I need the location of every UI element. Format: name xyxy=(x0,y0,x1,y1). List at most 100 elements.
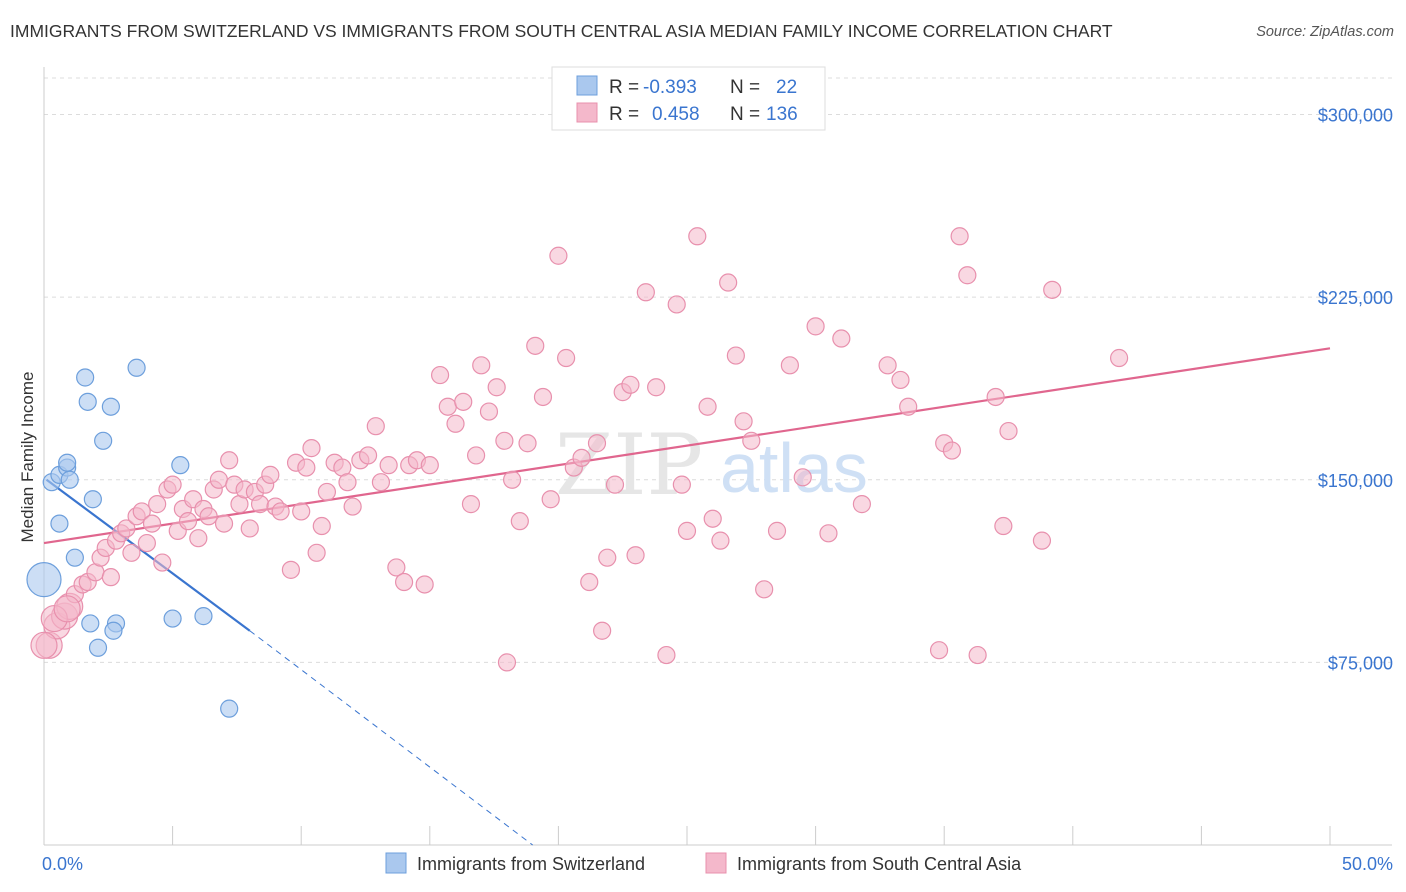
y-axis-label: Median Family Income xyxy=(18,371,37,542)
point-sca-96 xyxy=(647,378,666,397)
point-sca-113 xyxy=(806,317,825,336)
point-sca-88 xyxy=(587,434,607,453)
point-sca-72 xyxy=(466,446,486,465)
point-sca-71 xyxy=(461,495,481,514)
point-sca-67 xyxy=(430,365,450,385)
point-switzerland-15 xyxy=(81,614,100,633)
point-sca-124 xyxy=(958,266,977,285)
point-switzerland-9 xyxy=(83,490,102,509)
point-sca-55 xyxy=(343,497,362,516)
legend-n-label-blue: N = xyxy=(730,77,760,98)
point-sca-127 xyxy=(994,516,1013,536)
point-sca-46 xyxy=(292,502,311,521)
point-sca-77 xyxy=(503,470,522,489)
source-label: Source: ZipAtlas.com xyxy=(1256,24,1394,40)
point-sca-78 xyxy=(510,512,529,531)
point-sca-76 xyxy=(495,431,514,450)
point-sca-33 xyxy=(220,451,239,470)
point-sca-128 xyxy=(999,421,1018,441)
x-tick-labels: 0.0% 50.0% xyxy=(42,854,1393,874)
watermark-atlas: atlas xyxy=(720,429,868,507)
point-sca-83 xyxy=(549,246,568,265)
x-tick-label-end: 50.0% xyxy=(1342,854,1393,874)
point-sca-14 xyxy=(122,543,141,562)
point-sca-99 xyxy=(672,475,691,494)
point-sca-120 xyxy=(929,641,949,660)
legend-r-value-pink: 0.458 xyxy=(652,104,700,125)
legend-r-label-blue: R = xyxy=(609,77,639,98)
point-sca-32 xyxy=(214,514,234,533)
point-sca-58 xyxy=(366,417,385,436)
point-sca-57 xyxy=(358,446,378,465)
point-switzerland-14 xyxy=(26,561,62,598)
y-tick-label-75000: $75,000 xyxy=(1328,653,1393,673)
point-sca-39 xyxy=(250,495,270,514)
point-switzerland-18 xyxy=(88,638,108,657)
legend-bottom-swatch-pink xyxy=(705,852,727,874)
point-sca-84 xyxy=(557,348,576,368)
point-sca-95 xyxy=(636,283,655,302)
point-switzerland-7 xyxy=(76,368,95,387)
point-switzerland-11 xyxy=(101,397,120,416)
point-sca-20 xyxy=(153,553,172,572)
point-sca-65 xyxy=(415,575,434,594)
legend-swatch-blue xyxy=(576,75,598,96)
legend-bottom-swatch-blue xyxy=(385,852,407,874)
point-switzerland-10 xyxy=(94,431,113,450)
point-sca-118 xyxy=(891,370,910,390)
point-sca-49 xyxy=(307,543,326,562)
point-sca-79 xyxy=(518,434,537,453)
series-legend: Immigrants from Switzerland Immigrants f… xyxy=(385,852,1022,874)
point-sca-114 xyxy=(819,524,838,543)
point-sca-97 xyxy=(657,645,676,665)
point-sca-73 xyxy=(472,356,491,375)
trend-line-switzerland xyxy=(45,478,251,632)
point-switzerland-21 xyxy=(220,699,239,718)
point-sca-106 xyxy=(726,346,745,365)
point-sca-111 xyxy=(780,356,799,375)
y-tick-labels: $75,000 $150,000 $225,000 $300,000 xyxy=(1318,106,1393,674)
legend-r-value-blue: -0.393 xyxy=(643,77,697,98)
point-sca-81 xyxy=(533,387,553,407)
point-switzerland-17 xyxy=(104,621,123,640)
point-sca-13 xyxy=(117,519,136,538)
point-switzerland-3 xyxy=(58,453,77,472)
point-sca-101 xyxy=(688,227,707,246)
point-switzerland-8 xyxy=(78,392,97,411)
point-sca-100 xyxy=(677,521,697,540)
point-sca-27 xyxy=(189,529,208,548)
chart-title: IMMIGRANTS FROM SWITZERLAND VS IMMIGRANT… xyxy=(10,21,1113,41)
point-sca-16 xyxy=(132,502,151,521)
point-sca-133 xyxy=(30,631,58,659)
series-south-central-asia xyxy=(30,227,1129,672)
point-sca-98 xyxy=(667,295,686,314)
point-sca-123 xyxy=(950,227,969,246)
point-sca-61 xyxy=(387,558,406,577)
point-sca-105 xyxy=(719,273,738,292)
point-sca-129 xyxy=(1032,531,1052,550)
point-sca-70 xyxy=(454,392,473,411)
point-sca-104 xyxy=(711,531,730,550)
point-sca-10 xyxy=(101,568,120,587)
point-sca-108 xyxy=(742,431,761,450)
point-sca-75 xyxy=(487,378,506,397)
point-sca-103 xyxy=(703,509,722,528)
legend-bottom-label-pink: Immigrants from South Central Asia xyxy=(737,854,1022,874)
y-tick-label-300000: $300,000 xyxy=(1318,106,1393,126)
point-sca-51 xyxy=(317,482,337,502)
point-sca-29 xyxy=(199,507,218,526)
point-sca-112 xyxy=(793,468,812,487)
point-sca-130 xyxy=(1043,280,1062,299)
point-sca-48 xyxy=(302,439,321,458)
watermark: ZIP atlas xyxy=(555,416,868,514)
point-sca-80 xyxy=(526,336,545,355)
point-sca-125 xyxy=(968,645,987,665)
point-sca-37 xyxy=(240,519,259,538)
trend-line-switzerland-extension xyxy=(249,630,533,846)
point-sca-66 xyxy=(420,456,439,475)
x-tick-label-start: 0.0% xyxy=(42,854,83,874)
point-sca-31 xyxy=(209,470,228,489)
point-sca-74 xyxy=(479,402,499,421)
point-switzerland-20 xyxy=(194,607,213,626)
